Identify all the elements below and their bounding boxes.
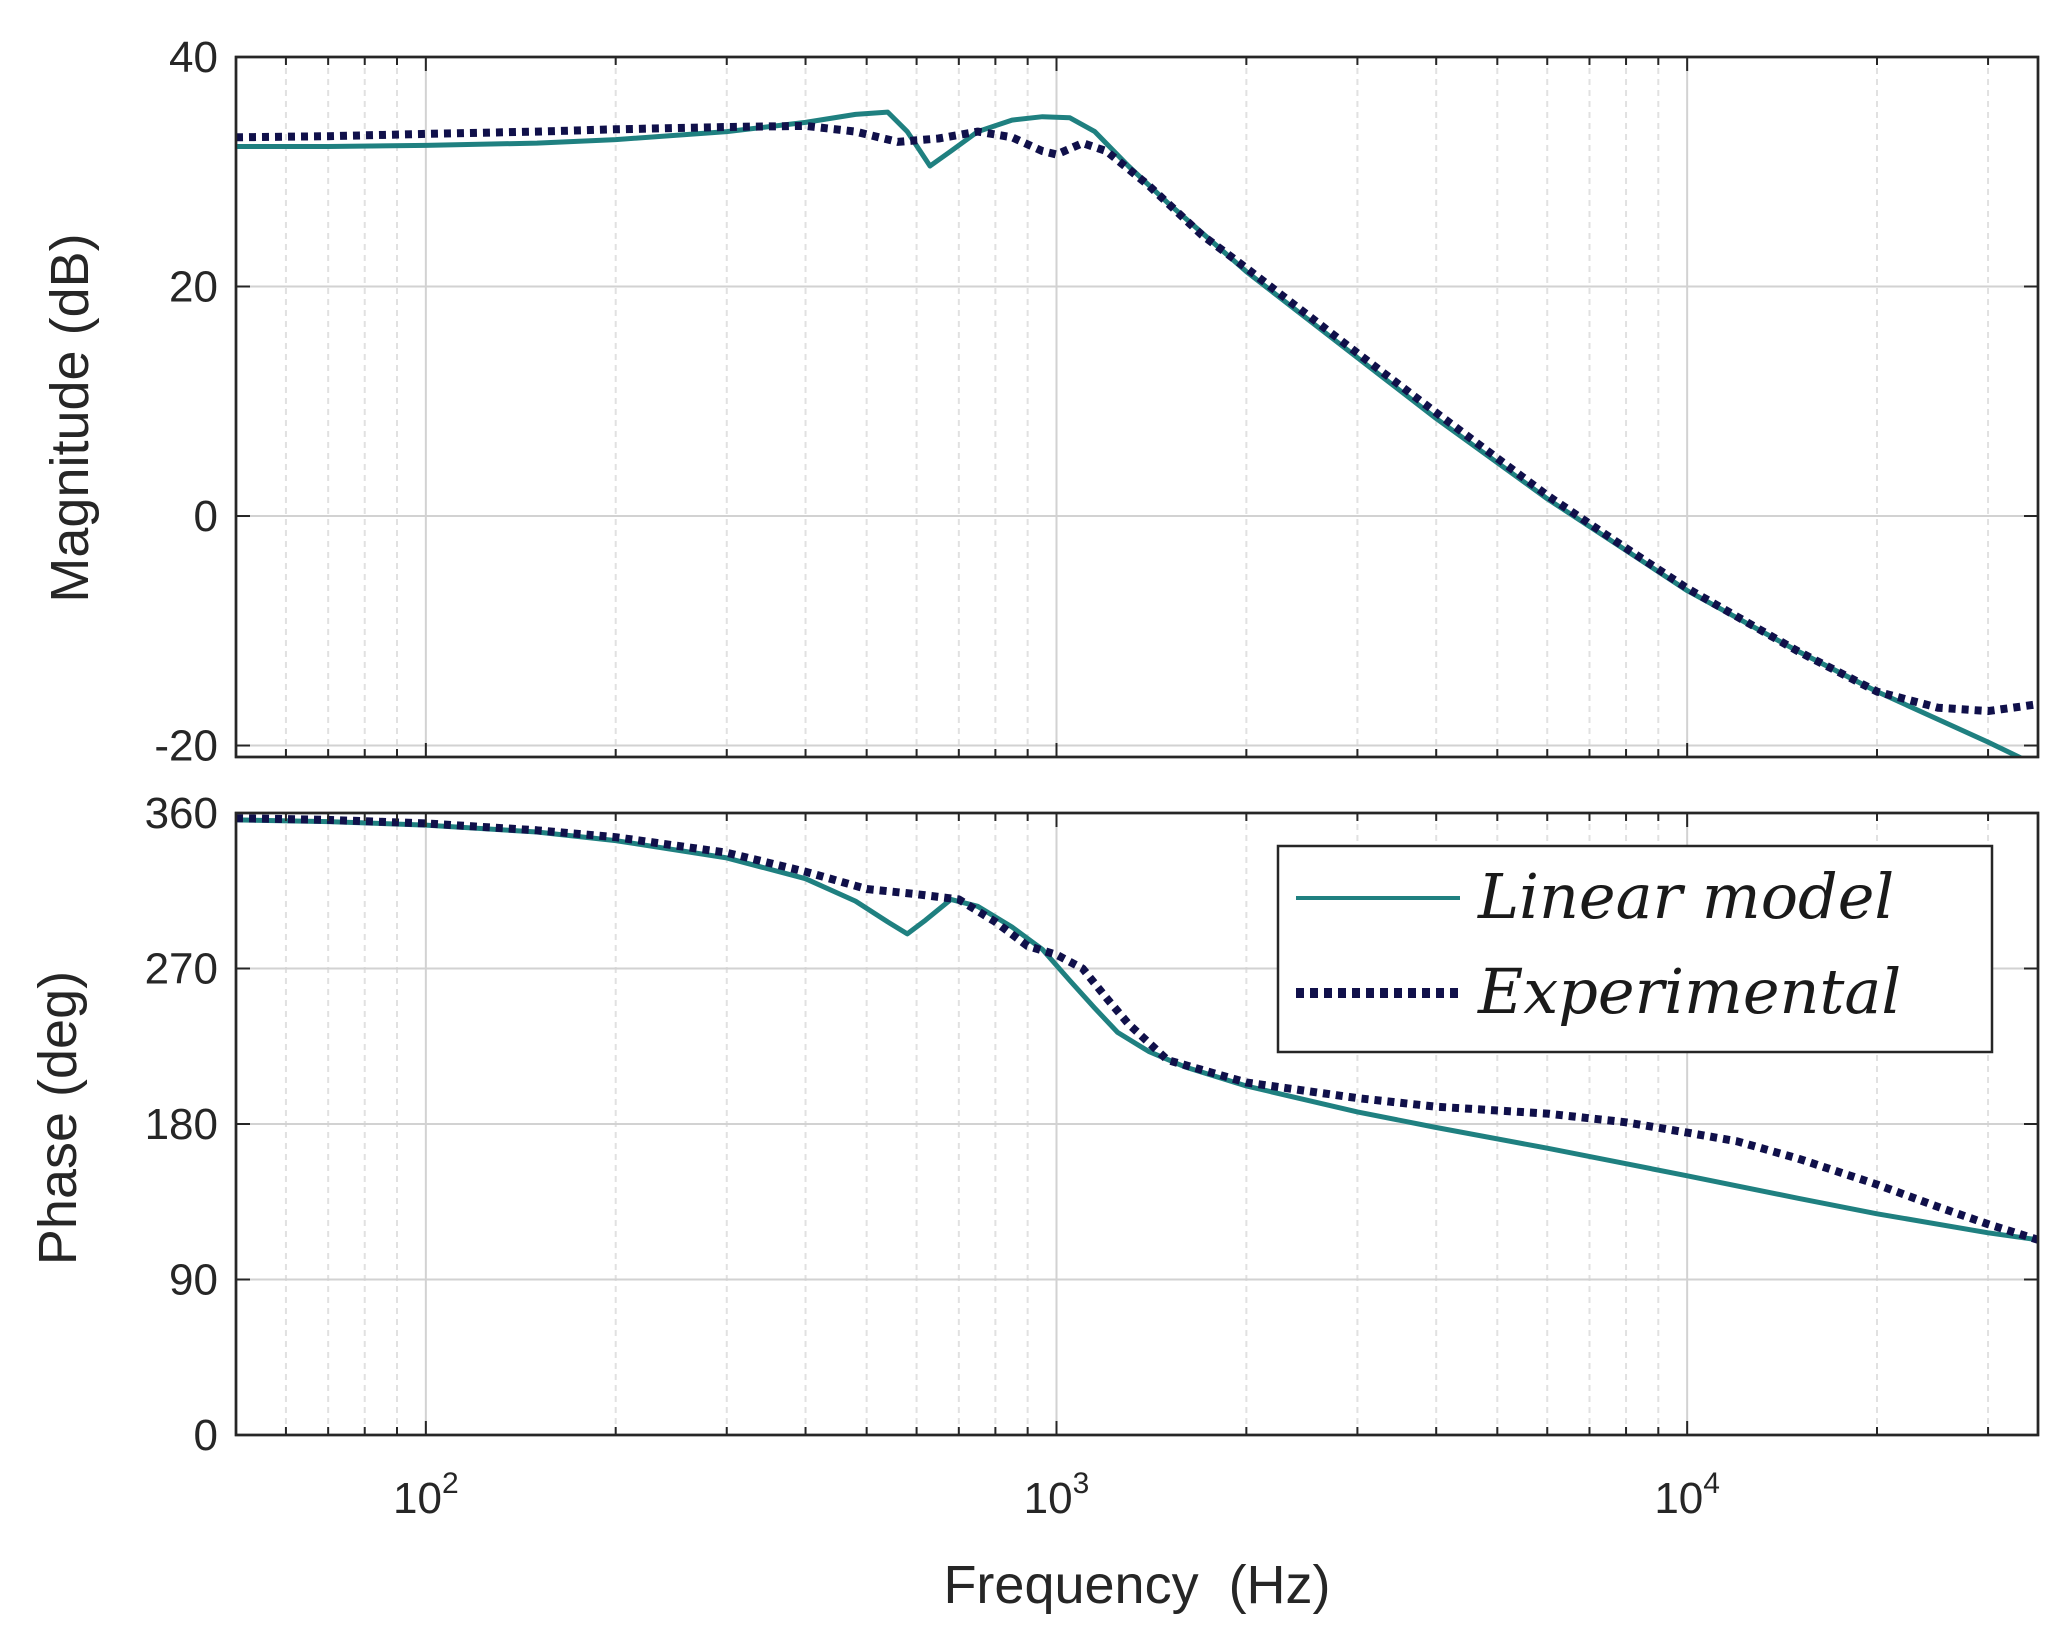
magnitude-axes-frame — [234, 55, 2040, 759]
phase-y-tick-label: 90 — [169, 1256, 218, 1305]
magnitude-y-axis-label: Magnitude (dB) — [40, 233, 100, 602]
phase-y-tick-label: 360 — [145, 789, 218, 838]
phase-panel: 360 270 180 90 0 102 103 104 Phase (deg) Frequ… — [28, 789, 2040, 1615]
phase-y-tick-label: 270 — [145, 945, 218, 994]
x-tick-label: 102 — [393, 1467, 459, 1523]
legend-box — [1276, 844, 1994, 1054]
x-axis-label: Frequency (Hz) — [943, 1555, 1330, 1615]
phase-x-tick-labels: 102 103 104 — [393, 1467, 1720, 1523]
magnitude-y-tick-label: 0 — [194, 492, 218, 541]
legend-label-linear-model: Linear model — [1477, 860, 1894, 933]
phase-lines — [236, 814, 2038, 1244]
phase-series-linear-model — [236, 817, 2038, 1243]
legend: Linear model Experimental — [1276, 844, 1994, 1054]
phase-y-tick-labels: 360 270 180 90 0 — [145, 789, 218, 1460]
magnitude-y-tick-label: -20 — [154, 722, 218, 771]
phase-y-axis-label: Phase (deg) — [28, 971, 88, 1265]
magnitude-ticks — [236, 56, 2038, 757]
x-tick-label: 104 — [1654, 1467, 1720, 1523]
magnitude-axes-box — [234, 55, 2040, 759]
x-tick-label: 103 — [1024, 1467, 1090, 1523]
legend-label-experimental: Experimental — [1477, 955, 1901, 1028]
magnitude-y-tick-label: 40 — [169, 33, 218, 82]
phase-series-experimental — [236, 814, 2038, 1244]
phase-ticks — [236, 812, 2038, 1436]
phase-y-tick-label: 0 — [194, 1411, 218, 1460]
magnitude-y-tick-labels: 40 20 0 -20 — [154, 33, 218, 771]
magnitude-lines — [236, 109, 2038, 757]
magnitude-y-tick-label: 20 — [169, 263, 218, 312]
magnitude-panel: 40 20 0 -20 Magnitude (dB) — [40, 33, 2040, 771]
phase-y-tick-label: 180 — [145, 1100, 218, 1149]
